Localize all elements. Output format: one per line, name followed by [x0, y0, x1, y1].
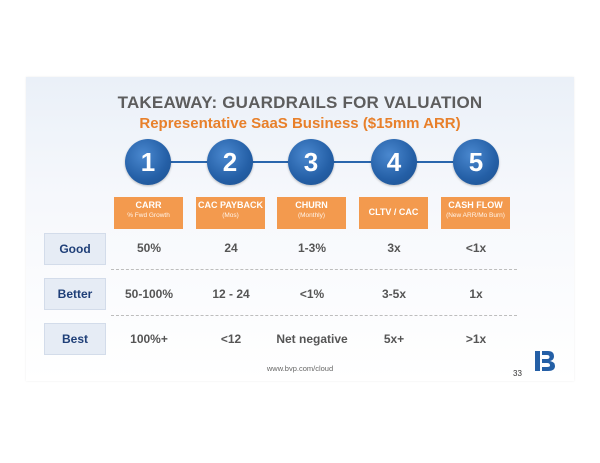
- table-cell: 100%+: [130, 332, 168, 346]
- slide-title: TAKEAWAY: GUARDRAILS FOR VALUATION: [117, 93, 483, 112]
- metric-sublabel: (Monthly): [297, 212, 326, 219]
- metric-label: CASH FLOW: [448, 200, 503, 210]
- metric-header-churn: CHURN (Monthly): [277, 197, 346, 229]
- table-cell: 50-100%: [124, 287, 174, 301]
- table-cell: 12 - 24: [212, 287, 250, 301]
- row-label-good: Good: [44, 233, 106, 265]
- row-divider: [111, 315, 517, 316]
- slide-subtitle: Representative SaaS Business ($15mm ARR): [139, 115, 461, 132]
- bvp-logo-icon: [535, 351, 555, 371]
- metric-label: CARR: [135, 200, 162, 210]
- step-circle-1: 1: [125, 139, 171, 185]
- step-circle-2: 2: [207, 139, 253, 185]
- metric-sublabel: (Mos): [222, 212, 239, 219]
- table-cell: 1-3%: [297, 241, 326, 255]
- table-cell: Net negative: [276, 332, 348, 346]
- table-cell: 3-5x: [381, 287, 407, 301]
- table-cell: 1x: [469, 287, 483, 301]
- metric-sublabel: (New ARR/Mo Burn): [446, 212, 505, 219]
- slide: TAKEAWAY: GUARDRAILS FOR VALUATION Repre…: [26, 77, 574, 381]
- step-circle-4: 4: [371, 139, 417, 185]
- table-cell: <1x: [465, 241, 487, 255]
- metric-header-carr: CARR % Fwd Growth: [114, 197, 183, 229]
- row-label-best: Best: [44, 323, 106, 355]
- row-label-better: Better: [44, 278, 106, 310]
- row-divider: [111, 269, 517, 270]
- metric-label: CLTV / CAC: [368, 207, 419, 217]
- table-cell: 50%: [136, 241, 162, 255]
- metric-label: CAC PAYBACK: [197, 200, 263, 210]
- metric-sublabel: % Fwd Growth: [127, 212, 170, 219]
- page-number: 33: [513, 369, 522, 378]
- footer-url: www.bvp.com/cloud: [266, 364, 334, 373]
- metric-header-cac-payback: CAC PAYBACK (Mos): [196, 197, 265, 229]
- metric-header-cltv-cac: CLTV / CAC: [359, 197, 428, 229]
- table-cell: <1%: [299, 287, 325, 301]
- metric-label: CHURN: [295, 200, 328, 210]
- table-cell: 24: [224, 241, 238, 255]
- table-cell: 3x: [387, 241, 401, 255]
- step-circle-5: 5: [453, 139, 499, 185]
- metric-header-cash-flow: CASH FLOW (New ARR/Mo Burn): [441, 197, 510, 229]
- table-cell: >1x: [465, 332, 487, 346]
- table-cell: <12: [220, 332, 242, 346]
- step-circle-3: 3: [288, 139, 334, 185]
- table-cell: 5x+: [383, 332, 405, 346]
